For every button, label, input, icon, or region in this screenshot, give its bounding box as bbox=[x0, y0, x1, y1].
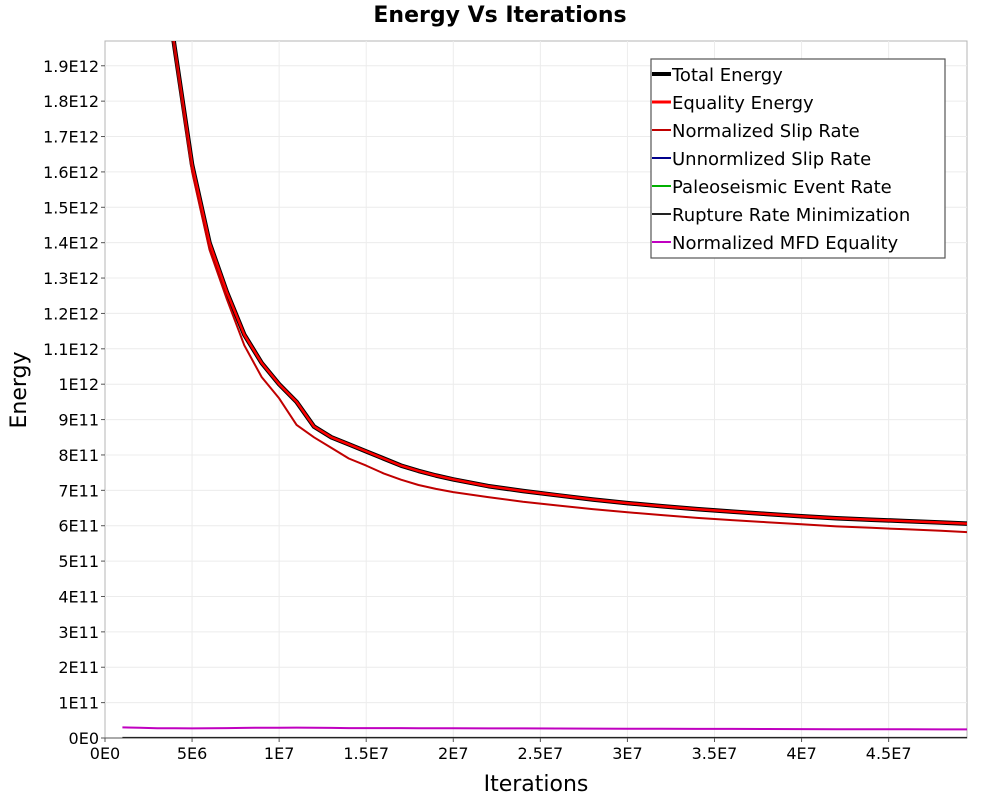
legend-label-total-energy: Total Energy bbox=[671, 65, 783, 86]
y-tick-label: 1E12 bbox=[58, 375, 99, 394]
series-lines bbox=[122, 41, 967, 738]
x-axis-label: Iterations bbox=[484, 772, 589, 797]
legend-box bbox=[650, 58, 946, 259]
y-tick-label: 1.7E12 bbox=[43, 128, 99, 147]
series-line-equality-energy bbox=[172, 41, 967, 525]
x-tick-label: 2.5E7 bbox=[517, 744, 563, 763]
x-tick-label: 1.5E7 bbox=[343, 744, 389, 763]
legend-label-equality-energy: Equality Energy bbox=[672, 93, 814, 114]
legend-label-normalized-mfd-equality: Normalized MFD Equality bbox=[672, 233, 899, 254]
y-tick-label: 2E11 bbox=[58, 658, 99, 677]
y-tick-label: 4E11 bbox=[58, 587, 99, 606]
series-line-normalized-mfd-equality bbox=[122, 726, 967, 731]
x-tick-label: 0E0 bbox=[90, 744, 120, 763]
grid bbox=[105, 41, 967, 738]
y-tick-label: 8E11 bbox=[58, 446, 99, 465]
y-tick-label: 6E11 bbox=[58, 517, 99, 536]
y-axis-ticks: 0E0 1E11 2E11 3E11 4E11 5E11 6E11 7E11 8E11 9E11 1… bbox=[43, 57, 105, 748]
y-tick-label: 9E11 bbox=[58, 411, 99, 430]
legend-label-rupture-rate-minimization: Rupture Rate Minimization bbox=[672, 205, 910, 226]
series-line-normalized-slip-rate bbox=[172, 41, 967, 534]
y-tick-label: 1.2E12 bbox=[43, 304, 99, 323]
x-tick-label: 3E7 bbox=[612, 744, 642, 763]
x-tick-label: 4.5E7 bbox=[866, 744, 912, 763]
y-tick-label: 1.4E12 bbox=[43, 234, 99, 253]
legend-label-paleoseismic-event-rate: Paleoseismic Event Rate bbox=[672, 177, 892, 198]
y-tick-label: 3E11 bbox=[58, 623, 99, 642]
x-tick-label: 2E7 bbox=[438, 744, 468, 763]
x-axis-ticks: 0E0 5E6 1E7 1.5E7 2E7 2.5E7 3E7 3.5E7 4E7 4.5E7 bbox=[90, 738, 912, 763]
y-tick-label: 1.1E12 bbox=[43, 340, 99, 359]
y-tick-label: 1E11 bbox=[58, 694, 99, 713]
chart-title: Energy Vs Iterations bbox=[373, 3, 626, 28]
legend: Total Energy Equality Energy Normalized Sl… bbox=[650, 58, 946, 259]
y-axis-label: Energy bbox=[7, 351, 32, 428]
y-tick-label: 1.8E12 bbox=[43, 92, 99, 111]
y-tick-label: 5E11 bbox=[58, 552, 99, 571]
x-tick-label: 5E6 bbox=[177, 744, 207, 763]
x-tick-label: 4E7 bbox=[786, 744, 816, 763]
y-tick-label: 1.3E12 bbox=[43, 269, 99, 288]
y-tick-label: 1.9E12 bbox=[43, 57, 99, 76]
y-tick-label: 1.6E12 bbox=[43, 163, 99, 182]
x-tick-label: 1E7 bbox=[264, 744, 294, 763]
legend-label-unnormlized-slip-rate: Unnormlized Slip Rate bbox=[672, 149, 871, 170]
legend-label-normalized-slip-rate: Normalized Slip Rate bbox=[672, 121, 860, 142]
y-tick-label: 7E11 bbox=[58, 481, 99, 500]
y-tick-label: 0E0 bbox=[69, 729, 99, 748]
y-tick-label: 1.5E12 bbox=[43, 198, 99, 217]
x-tick-label: 3.5E7 bbox=[692, 744, 738, 763]
